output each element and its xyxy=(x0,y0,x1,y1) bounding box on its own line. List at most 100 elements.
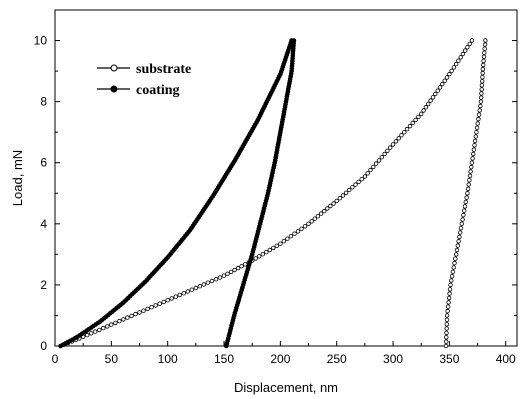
substrate-point xyxy=(473,134,478,139)
series-layer xyxy=(58,38,488,349)
substrate-point xyxy=(133,311,138,317)
substrate-point xyxy=(340,193,346,198)
substrate-point xyxy=(426,101,431,107)
legend-marker-substrate xyxy=(110,64,118,72)
substrate-point xyxy=(479,83,485,88)
substrate-point xyxy=(153,303,158,308)
substrate-point xyxy=(481,62,486,68)
substrate-point xyxy=(205,280,211,285)
substrate-point xyxy=(232,267,237,273)
substrate-point xyxy=(445,308,450,314)
substrate-point xyxy=(228,269,234,275)
series-substrate xyxy=(58,38,488,349)
substrate-point xyxy=(402,129,407,135)
substrate-point xyxy=(235,265,241,271)
substrate-point xyxy=(260,251,265,257)
legend-marker-coating xyxy=(110,85,118,93)
substrate-point xyxy=(466,182,471,187)
substrate-point xyxy=(299,226,304,231)
substrate-point xyxy=(479,87,484,92)
substrate-point xyxy=(464,195,469,200)
substrate-point xyxy=(482,50,487,55)
substrate-point xyxy=(478,103,483,109)
substrate-point xyxy=(481,58,486,64)
x-tick-label: 400 xyxy=(496,352,516,366)
substrate-point xyxy=(469,160,475,165)
substrate-point xyxy=(373,161,379,166)
substrate-point xyxy=(458,230,463,235)
y-axis-label: Load, mN xyxy=(10,150,25,206)
y-tick-label: 2 xyxy=(40,278,47,292)
substrate-point xyxy=(221,273,227,278)
substrate-point xyxy=(350,185,355,190)
substrate-point xyxy=(328,203,333,209)
substrate-point xyxy=(105,324,110,329)
substrate-point xyxy=(281,238,287,244)
substrate-point xyxy=(379,154,384,160)
substrate-point xyxy=(193,285,199,291)
substrate-point xyxy=(137,310,142,315)
series-coating xyxy=(58,38,297,349)
substrate-point xyxy=(88,331,94,336)
substrate-point xyxy=(448,282,453,288)
substrate-point xyxy=(371,164,376,170)
x-tick-label: 150 xyxy=(214,352,234,366)
substrate-point xyxy=(274,243,279,248)
substrate-point xyxy=(449,68,454,73)
substrate-point xyxy=(306,221,311,226)
substrate-point xyxy=(479,91,484,96)
substrate-point xyxy=(465,186,471,192)
substrate-point xyxy=(449,278,454,283)
substrate-point xyxy=(482,42,488,47)
substrate-point xyxy=(197,284,203,289)
substrate-point xyxy=(388,145,393,150)
substrate-point xyxy=(189,287,194,292)
substrate-point xyxy=(443,343,449,349)
substrate-point xyxy=(169,296,174,301)
substrate-point xyxy=(455,243,460,248)
substrate-point xyxy=(437,85,443,90)
substrate-point xyxy=(315,213,321,219)
substrate-point xyxy=(467,173,473,178)
substrate-point xyxy=(452,260,457,266)
y-tick-label: 4 xyxy=(40,217,47,231)
x-tick-label: 350 xyxy=(439,352,459,366)
substrate-point xyxy=(318,211,324,216)
substrate-point xyxy=(242,262,248,267)
substrate-point xyxy=(451,65,457,70)
coating-point xyxy=(224,343,229,349)
substrate-point xyxy=(302,224,308,229)
legend-label-substrate: substrate xyxy=(136,62,191,77)
substrate-point xyxy=(454,61,459,67)
substrate-point xyxy=(463,199,468,205)
substrate-point xyxy=(177,292,182,298)
substrate-point xyxy=(322,208,327,214)
substrate-point xyxy=(451,265,456,270)
substrate-point xyxy=(209,278,215,284)
substrate-point xyxy=(467,41,472,47)
substrate-point xyxy=(444,326,449,331)
substrate-point xyxy=(447,71,452,77)
substrate-point xyxy=(456,239,461,244)
substrate-point xyxy=(430,95,436,100)
substrate-point xyxy=(446,300,451,305)
substrate-point xyxy=(471,151,476,157)
substrate-point xyxy=(444,317,450,322)
substrate-point xyxy=(97,327,102,333)
substrate-point xyxy=(376,158,382,163)
substrate-point xyxy=(454,252,459,257)
substrate-point xyxy=(264,249,269,255)
substrate-point xyxy=(390,142,396,147)
substrate-point xyxy=(444,335,449,340)
substrate-point xyxy=(385,148,390,153)
substrate-point xyxy=(428,98,433,103)
substrate-point xyxy=(467,177,472,183)
x-tick-label: 50 xyxy=(105,352,119,366)
substrate-point xyxy=(161,299,166,305)
substrate-point xyxy=(121,317,126,322)
substrate-point xyxy=(470,156,475,161)
substrate-point xyxy=(382,151,387,157)
x-tick-label: 100 xyxy=(158,352,178,366)
substrate-point xyxy=(444,339,449,344)
substrate-point xyxy=(239,264,244,269)
